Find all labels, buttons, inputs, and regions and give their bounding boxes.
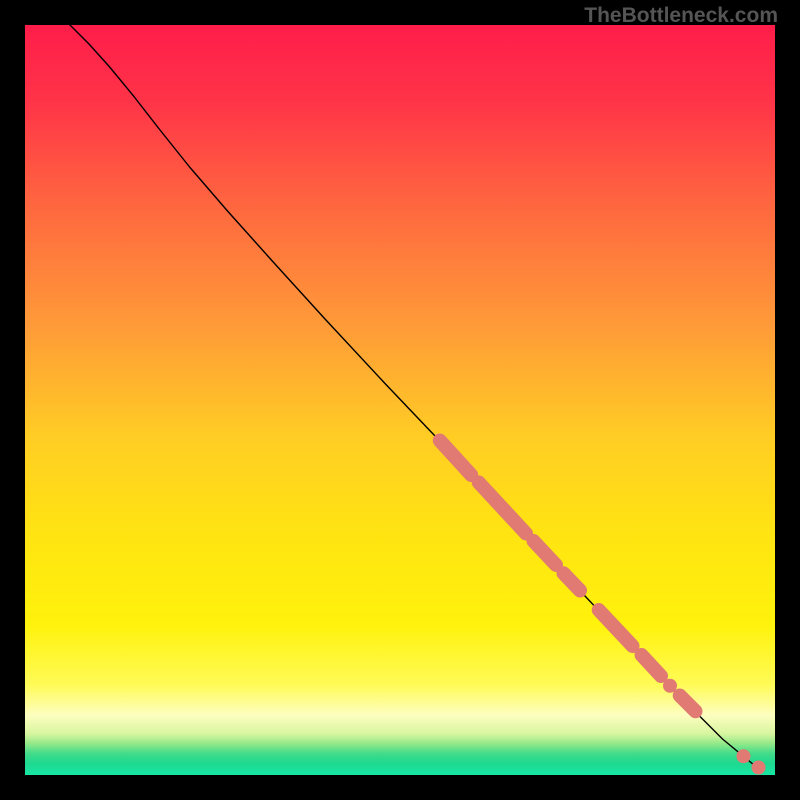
marker-segment [680, 696, 696, 712]
marker-segment [479, 483, 526, 534]
marker-segment [599, 610, 633, 646]
plot-area [25, 25, 775, 775]
marker-point [752, 761, 766, 775]
marker-segment [564, 573, 581, 590]
watermark-text: TheBottleneck.com [584, 4, 778, 28]
chart-container: TheBottleneck.com [0, 0, 800, 800]
marker-segment [440, 441, 472, 476]
marker-point [737, 749, 751, 763]
marker-segment [642, 655, 662, 676]
chart-overlay [25, 25, 775, 775]
curve-line [70, 25, 764, 770]
marker-segment [534, 541, 557, 565]
